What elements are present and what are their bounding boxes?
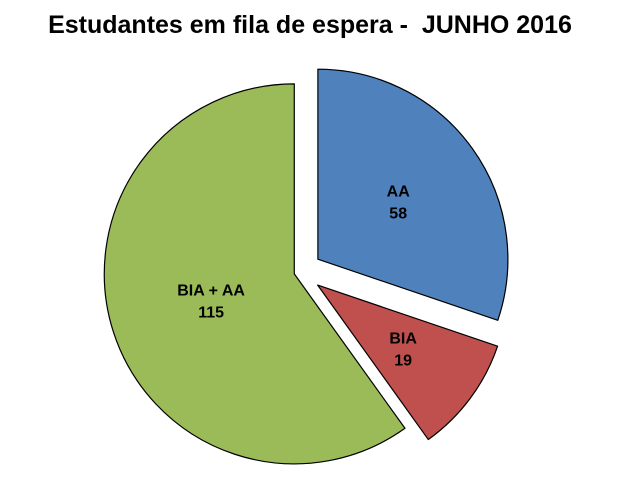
pie-slice-bia-aa [103, 83, 406, 465]
chart-title: Estudantes em fila de espera - JUNHO 201… [48, 11, 572, 39]
slice-label-name: BIA [389, 331, 417, 348]
slice-label-name: AA [387, 184, 411, 201]
slice-label-value: 19 [394, 353, 412, 370]
slice-label-value: 58 [389, 206, 407, 223]
slice-label-bia: BIA 19 [389, 331, 417, 370]
slice-label-bia-aa: BIA + AA 115 [177, 283, 245, 322]
slice-label-aa: AA 58 [387, 184, 411, 223]
pie-slice-aa [317, 68, 509, 321]
slice-label-value: 115 [198, 305, 224, 322]
pie-slice-bia [317, 284, 499, 441]
slice-label-name: BIA + AA [177, 283, 245, 300]
